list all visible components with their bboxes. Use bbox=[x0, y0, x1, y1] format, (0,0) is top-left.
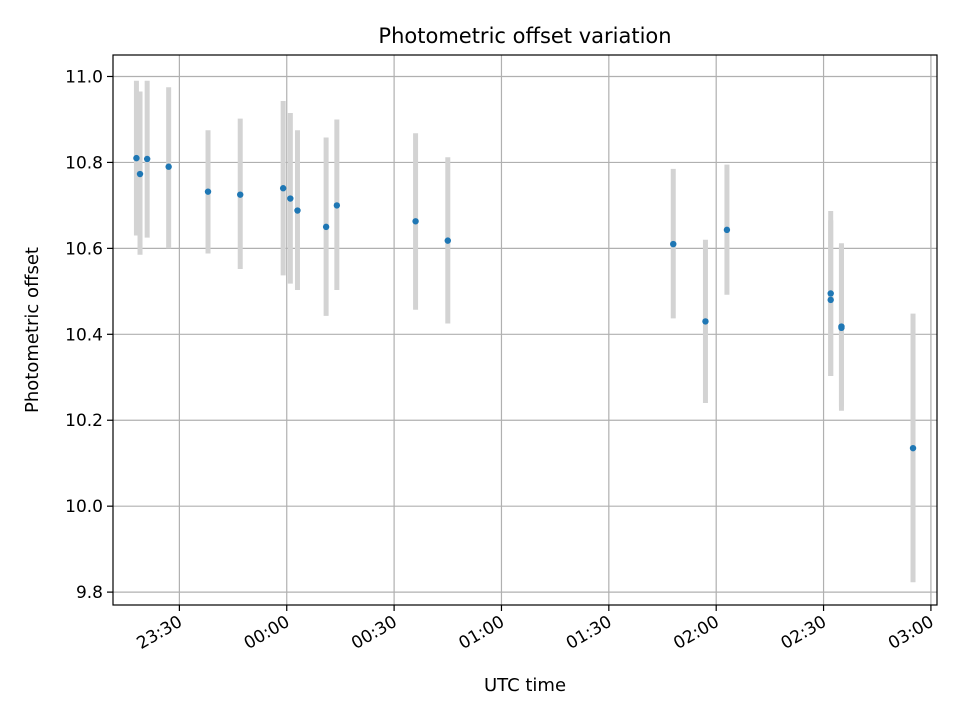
data-point bbox=[827, 296, 834, 304]
data-point bbox=[412, 218, 419, 225]
grid bbox=[113, 55, 937, 605]
x-tick-label: 00:30 bbox=[348, 612, 400, 654]
x-axis-label: UTC time bbox=[484, 675, 566, 696]
data-point bbox=[444, 237, 451, 244]
y-axis-ticks: 9.8 10.0 10.2 10.4 10.6 10.8 11.0 bbox=[65, 67, 113, 603]
chart-title: Photometric offset variation bbox=[378, 24, 671, 48]
x-tick-label: 02:30 bbox=[778, 612, 830, 654]
y-tick-label: 10.2 bbox=[65, 411, 103, 431]
x-tick-label: 01:00 bbox=[456, 612, 508, 654]
data-point bbox=[670, 240, 677, 248]
data-point bbox=[909, 444, 917, 452]
x-tick-label: 00:00 bbox=[241, 612, 293, 654]
y-tick-label: 10.8 bbox=[65, 153, 103, 173]
data-point bbox=[702, 318, 709, 325]
data-point bbox=[204, 188, 212, 195]
data-point bbox=[133, 154, 140, 162]
x-tick-label: 23:30 bbox=[133, 612, 185, 654]
data-point bbox=[333, 202, 341, 209]
y-tick-label: 10.0 bbox=[65, 497, 103, 517]
data-point bbox=[143, 155, 151, 163]
data-point bbox=[287, 195, 294, 202]
y-tick-label: 10.6 bbox=[65, 239, 103, 259]
data-point bbox=[136, 170, 144, 178]
x-tick-label: 01:30 bbox=[563, 612, 615, 654]
data-point bbox=[838, 323, 845, 330]
data-point bbox=[723, 226, 731, 234]
data-point bbox=[165, 163, 172, 170]
data-point bbox=[237, 191, 244, 198]
data-point bbox=[294, 207, 301, 214]
x-axis-ticks: 23:30 00:00 00:30 01:00 01:30 02:00 02:30 03:00 bbox=[133, 605, 937, 654]
x-tick-label: 02:00 bbox=[670, 612, 722, 654]
y-tick-label: 9.8 bbox=[76, 583, 103, 603]
y-axis-label: Photometric offset bbox=[22, 247, 43, 413]
plot-frame bbox=[112, 54, 938, 606]
x-tick-label: 03:00 bbox=[885, 612, 937, 654]
data-point bbox=[322, 223, 330, 231]
data-points bbox=[133, 154, 917, 452]
y-tick-label: 11.0 bbox=[65, 67, 103, 87]
data-point bbox=[279, 185, 287, 192]
plot-background bbox=[113, 55, 937, 605]
y-tick-label: 10.4 bbox=[65, 325, 103, 345]
data-point bbox=[827, 290, 834, 297]
